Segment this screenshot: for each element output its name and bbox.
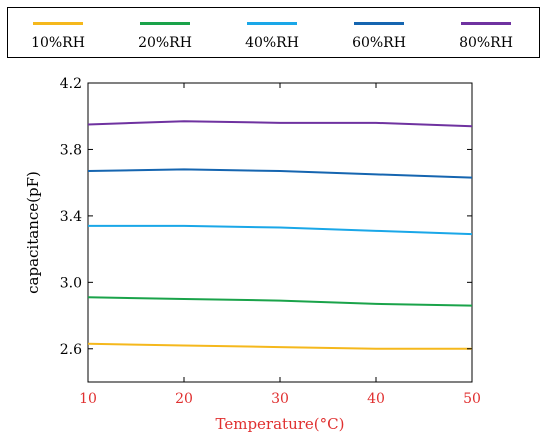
y-tick-label: 3.0 <box>60 275 82 291</box>
legend-label: 80%RH <box>459 35 513 51</box>
legend-item: 40%RH <box>222 8 322 59</box>
legend-item: 60%RH <box>329 8 429 59</box>
legend-item: 20%RH <box>115 8 215 59</box>
legend-swatch <box>247 22 297 25</box>
legend-label: 20%RH <box>138 35 192 51</box>
legend-item: 80%RH <box>436 8 536 59</box>
y-tick-label: 4.2 <box>60 76 82 92</box>
x-tick-label: 20 <box>175 391 193 407</box>
x-tick-label: 30 <box>271 391 289 407</box>
legend-swatch <box>140 22 190 25</box>
series-line-10pct-rh <box>87 342 472 350</box>
y-axis: 2.6 3.0 3.4 3.8 4.2 <box>60 76 472 358</box>
y-axis-title: capacitance(pF) <box>24 171 42 294</box>
x-tick-label: 50 <box>463 391 481 407</box>
y-tick-label: 3.8 <box>60 142 82 158</box>
legend-label: 60%RH <box>352 35 406 51</box>
series-line-20pct-rh <box>87 296 473 307</box>
series-line-60pct-rh <box>87 168 473 179</box>
series-line-80pct-rh <box>87 120 473 128</box>
legend-swatch <box>461 22 511 25</box>
x-tick-label: 10 <box>79 391 97 407</box>
legend-item: 10%RH <box>8 8 108 59</box>
legend: 10%RH 20%RH 40%RH 60%RH 80%RH <box>7 7 540 58</box>
x-axis: 10 20 30 40 50 <box>79 83 481 407</box>
legend-label: 40%RH <box>245 35 299 51</box>
x-tick-label: 40 <box>367 391 385 407</box>
legend-swatch <box>33 22 83 25</box>
legend-swatch <box>354 22 404 25</box>
x-axis-title: Temperature(°C) <box>216 415 345 433</box>
y-tick-label: 2.6 <box>60 342 82 358</box>
y-tick-label: 3.4 <box>60 209 82 225</box>
series-layer <box>87 120 473 350</box>
series-line-40pct-rh <box>88 224 473 236</box>
legend-label: 10%RH <box>31 35 85 51</box>
